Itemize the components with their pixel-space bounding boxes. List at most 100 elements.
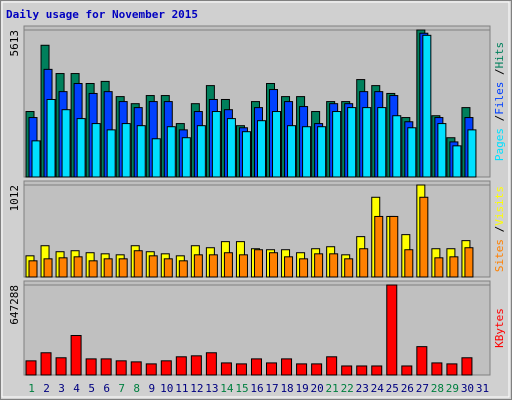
y-tick-label: 1012 (8, 185, 21, 212)
x-tick-label: 20 (311, 382, 324, 395)
bar (76, 118, 86, 178)
bar (103, 258, 113, 278)
legend-separator: / (493, 68, 506, 75)
bar (452, 145, 462, 178)
bar (281, 358, 293, 376)
bar (461, 357, 473, 376)
legend-entry: KBytes (493, 308, 506, 348)
legend-separator: / (493, 115, 506, 122)
bar (55, 357, 67, 376)
x-tick-label: 2 (43, 382, 50, 395)
bar (467, 129, 477, 178)
x-tick-label: 30 (461, 382, 474, 395)
x-tick-label: 9 (148, 382, 155, 395)
bar (43, 258, 53, 278)
bar (419, 196, 429, 278)
bar (347, 107, 357, 178)
bar (58, 257, 68, 278)
bar (205, 352, 217, 376)
bar (91, 123, 101, 178)
x-tick-label: 10 (160, 382, 173, 395)
x-tick-label: 23 (356, 382, 369, 395)
bar (226, 118, 236, 178)
bar (359, 248, 369, 278)
bar (130, 361, 142, 376)
legend-entry: Files (493, 82, 506, 115)
bar (287, 125, 297, 178)
bar (416, 346, 428, 376)
bar (193, 254, 203, 278)
bar (160, 360, 172, 376)
x-tick-label: 25 (386, 382, 399, 395)
x-tick-label: 26 (401, 382, 414, 395)
x-tick-label: 7 (118, 382, 125, 395)
legend: Sites /Visits (493, 186, 506, 272)
bar (28, 260, 38, 278)
bar (272, 111, 282, 178)
bar (145, 363, 157, 376)
bar (404, 249, 414, 278)
bar (121, 123, 131, 178)
x-tick-label: 3 (58, 382, 65, 395)
bar (118, 258, 128, 278)
bar (299, 258, 309, 278)
bar (253, 249, 263, 278)
bar (386, 284, 398, 376)
legend-entry: Visits (493, 186, 506, 226)
bar (61, 109, 71, 178)
x-tick-label: 15 (235, 382, 248, 395)
bar (241, 131, 251, 178)
bar (284, 256, 294, 278)
bar (332, 111, 342, 178)
bar (329, 253, 339, 278)
bar (46, 98, 56, 178)
bar (362, 107, 372, 178)
bar (166, 126, 176, 178)
bar (73, 256, 83, 278)
bar (344, 258, 354, 278)
bar (311, 363, 323, 376)
x-tick-label: 8 (133, 382, 140, 395)
bar (371, 365, 383, 376)
bar (437, 123, 447, 178)
bar (223, 252, 233, 278)
bar (211, 111, 221, 178)
bar (341, 365, 353, 376)
x-tick-label: 13 (205, 382, 218, 395)
bar (85, 358, 97, 376)
bar (407, 127, 417, 178)
bar (302, 126, 312, 178)
y-tick-label: 647288 (8, 285, 21, 325)
bar (190, 355, 202, 376)
bar (317, 126, 327, 178)
bar (220, 362, 232, 376)
bar (446, 363, 458, 376)
bar (106, 129, 116, 178)
bar (235, 363, 247, 376)
bar (374, 215, 384, 278)
x-tick-label: 29 (446, 382, 459, 395)
bar (151, 138, 161, 178)
legend-separator: / (493, 226, 506, 233)
x-tick-label: 31 (476, 382, 489, 395)
bar (356, 365, 368, 376)
legend-entry: Hits (493, 42, 506, 69)
bar (148, 255, 158, 278)
bar (181, 137, 191, 178)
bar (314, 253, 324, 278)
bar (100, 358, 112, 376)
bar (208, 254, 218, 278)
x-tick-label: 11 (175, 382, 188, 395)
bar (377, 107, 387, 178)
bar (449, 256, 459, 278)
bar (163, 258, 173, 278)
x-tick-label: 12 (190, 382, 203, 395)
legend: Pages /Files /Hits (493, 42, 506, 161)
bar (70, 335, 82, 376)
bar (175, 356, 187, 376)
legend-entry: Pages (493, 128, 506, 161)
bar (422, 34, 432, 178)
bar (88, 260, 98, 278)
